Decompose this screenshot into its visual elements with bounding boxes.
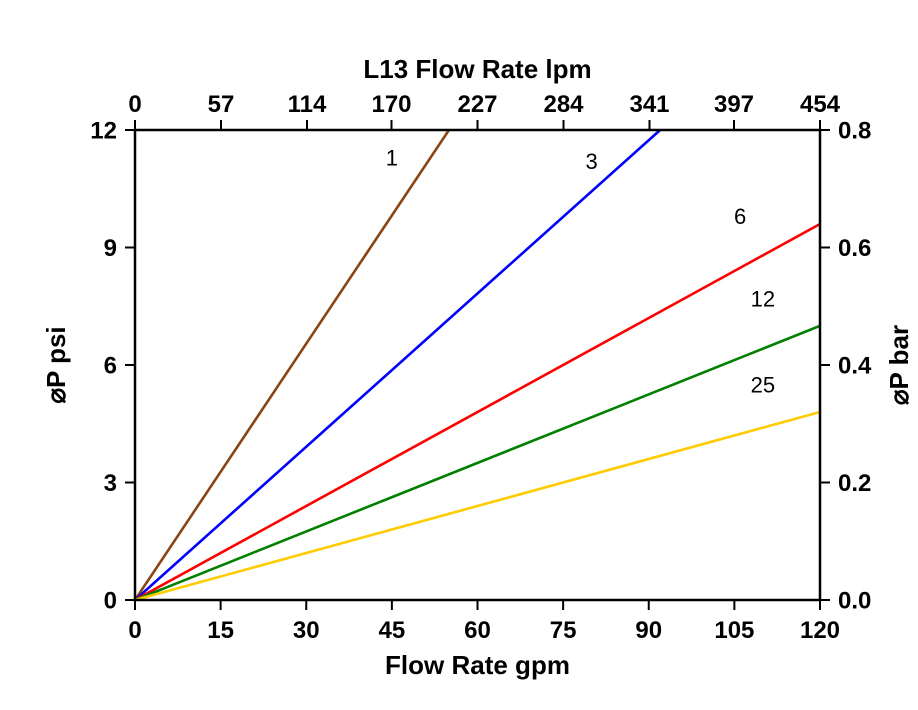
- y-right-title: ⌀P bar: [884, 325, 914, 405]
- flow-rate-chart: 0153045607590105120Flow Rate gpm05711417…: [0, 0, 918, 710]
- x-top-tick: 0: [128, 91, 141, 118]
- y-left-title: ⌀P psi: [41, 326, 71, 403]
- x-bottom-tick: 60: [464, 617, 491, 644]
- series-label-3: 3: [586, 149, 598, 174]
- y-right-tick: 0.0: [838, 587, 871, 614]
- y-left-tick: 12: [90, 117, 117, 144]
- x-top-tick: 397: [714, 91, 754, 118]
- y-left-tick: 9: [104, 235, 117, 262]
- x-top-tick: 341: [629, 91, 669, 118]
- x-bottom-tick: 120: [800, 617, 840, 644]
- x-bottom-tick: 75: [550, 617, 577, 644]
- y-right-tick: 0.4: [838, 352, 872, 379]
- y-right-tick: 0.2: [838, 470, 871, 497]
- x-top-tick: 284: [543, 91, 584, 118]
- x-bottom-tick: 0: [128, 617, 141, 644]
- chart-svg: 0153045607590105120Flow Rate gpm05711417…: [0, 0, 918, 710]
- x-top-tick: 114: [288, 91, 327, 118]
- y-left-tick: 3: [104, 470, 117, 497]
- series-label-6: 6: [734, 204, 746, 229]
- x-bottom-tick: 90: [635, 617, 662, 644]
- y-right-tick: 0.8: [838, 117, 871, 144]
- x-top-tick: 227: [457, 91, 497, 118]
- x-bottom-tick: 15: [207, 617, 234, 644]
- x-top-tick: 57: [208, 91, 235, 118]
- x-bottom-tick: 30: [293, 617, 320, 644]
- x-top-title: L13 Flow Rate lpm: [363, 54, 591, 84]
- y-left-tick: 6: [104, 352, 117, 379]
- series-label-1: 1: [386, 145, 398, 170]
- x-top-tick: 454: [800, 91, 841, 118]
- y-right-tick: 0.6: [838, 235, 871, 262]
- x-bottom-tick: 105: [714, 617, 754, 644]
- series-label-25: 25: [751, 372, 775, 397]
- x-top-tick: 170: [371, 91, 411, 118]
- x-bottom-title: Flow Rate gpm: [385, 650, 570, 680]
- series-label-12: 12: [751, 286, 775, 311]
- x-bottom-tick: 45: [379, 617, 406, 644]
- y-left-tick: 0: [104, 587, 117, 614]
